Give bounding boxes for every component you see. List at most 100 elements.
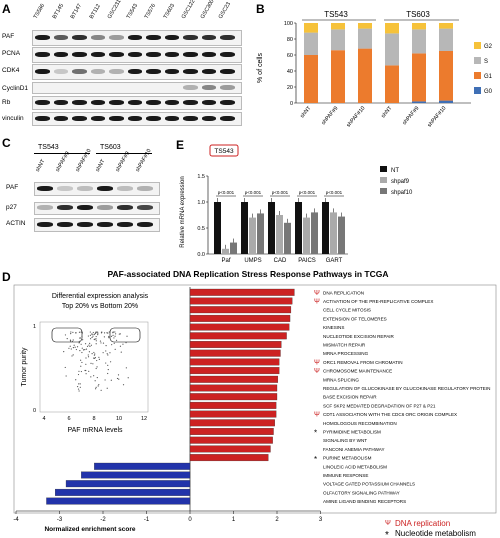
blot-band — [90, 99, 105, 105]
blot-band — [35, 51, 50, 57]
scatter-point — [75, 348, 77, 351]
pathway-label: CHROMOSOME MAINTENANCE — [323, 369, 392, 374]
lane-label: BT147 — [69, 2, 84, 20]
blot-band — [183, 51, 198, 57]
scatter-point — [72, 347, 75, 349]
blot-band — [77, 221, 93, 227]
lane-label: BT112 — [88, 3, 102, 20]
y-tick-label: 1.5 — [197, 174, 205, 180]
bar-segment-g2 — [331, 23, 345, 30]
x-tick-label: -2 — [100, 517, 106, 523]
scatter-point — [77, 388, 80, 390]
scatter-point — [112, 332, 114, 334]
psi-mark: Ψ — [314, 290, 320, 297]
scatter-point — [92, 335, 94, 337]
bar-segment-g1 — [412, 53, 426, 102]
scatter-point — [89, 331, 91, 333]
bar-segment-g1 — [304, 55, 318, 103]
scatter-point — [88, 351, 91, 353]
scatter-point — [110, 335, 113, 337]
group-label: TS543 — [38, 144, 59, 151]
scatter-point — [79, 350, 81, 352]
legend-label: NT — [391, 168, 399, 174]
scatter-point — [63, 351, 65, 353]
scatter-point — [107, 368, 109, 371]
blot-band — [164, 34, 179, 40]
blot-band — [137, 221, 153, 227]
legend-label: shpaf9 — [391, 179, 410, 185]
scatter-point — [85, 348, 88, 350]
legend-label: S — [484, 59, 488, 65]
scatter-point — [95, 386, 97, 388]
nes-bar — [189, 323, 290, 331]
bar-segment-g1 — [331, 50, 345, 103]
mrna-expression-chart: Relative mRNA expression 0.0 0.5 1.0 1.5 TS54… — [180, 144, 413, 264]
scatter-point — [72, 354, 74, 356]
scatter-point — [122, 384, 125, 386]
nes-bar — [189, 428, 274, 435]
blot-band — [35, 99, 50, 105]
panel-c-letter: C — [2, 136, 11, 150]
bar-segment-g1 — [439, 51, 453, 101]
blot-band — [77, 205, 93, 210]
scatter-point — [107, 332, 109, 334]
scatter-point — [81, 351, 83, 354]
scatter-point — [91, 336, 93, 339]
chart-title: PAF-associated DNA Replication Stress Re… — [107, 269, 388, 279]
scatter-point — [93, 354, 96, 356]
pathway-label: DNA REPLICATION — [323, 290, 364, 295]
star-legend-label: Nucleotide metabolism — [395, 529, 476, 538]
scatter-point — [71, 340, 74, 343]
scatter-point — [80, 370, 82, 373]
pathway-label: EXTENSION OF TELOMERES — [323, 316, 387, 321]
scatter-point — [89, 342, 91, 345]
bar — [222, 248, 229, 254]
blot-band — [220, 68, 235, 74]
scatter-point — [66, 338, 68, 340]
scatter-point — [74, 346, 76, 348]
scatter-point — [70, 333, 72, 335]
bar-segment-g2 — [439, 23, 453, 29]
scatter-point — [100, 332, 103, 334]
bottom-bracket — [51, 327, 83, 343]
scatter-point — [98, 384, 100, 386]
nes-bar — [189, 393, 278, 401]
blot-band — [72, 34, 87, 40]
bar-segment-g1 — [358, 48, 372, 103]
blot-band — [127, 34, 142, 40]
bar-segment-g2 — [304, 23, 318, 33]
nes-bar — [189, 349, 281, 357]
scatter-point — [70, 348, 72, 350]
blot-band — [72, 99, 87, 105]
blot-band — [220, 99, 235, 105]
row-label: p27 — [6, 204, 17, 211]
group-label: TS603 — [100, 144, 121, 151]
lane-label: shPAF#9 — [54, 150, 72, 173]
scatter-point — [68, 347, 70, 349]
x-tick-label: 3 — [319, 517, 323, 523]
x-tick-label: 1 — [232, 517, 236, 523]
bar-segment-g0 — [439, 100, 453, 103]
scatter-point — [125, 342, 127, 344]
scatter-point — [89, 345, 91, 348]
scatter-point — [89, 334, 92, 336]
bar-segment-g0 — [412, 101, 426, 103]
scatter-point — [110, 379, 112, 381]
scatter-point — [90, 362, 92, 364]
nes-bar — [189, 454, 269, 462]
bar — [241, 202, 248, 254]
pathway-label: MISMATCH REPAIR — [323, 343, 366, 348]
category-label: Paf — [221, 258, 230, 264]
y-tick-label: 0 — [290, 101, 293, 107]
nes-bar — [189, 436, 273, 444]
scatter-point — [85, 357, 87, 359]
psi-legend-label: DNA replication — [395, 519, 450, 528]
nes-bar — [189, 297, 293, 305]
nes-bar — [94, 462, 191, 470]
category-label: shNT — [299, 105, 312, 119]
blot-band — [90, 115, 105, 121]
panel-e-letter: E — [176, 138, 185, 152]
scatter-point — [100, 389, 102, 391]
nes-bar — [189, 410, 277, 418]
bar-segment-s — [331, 29, 345, 51]
